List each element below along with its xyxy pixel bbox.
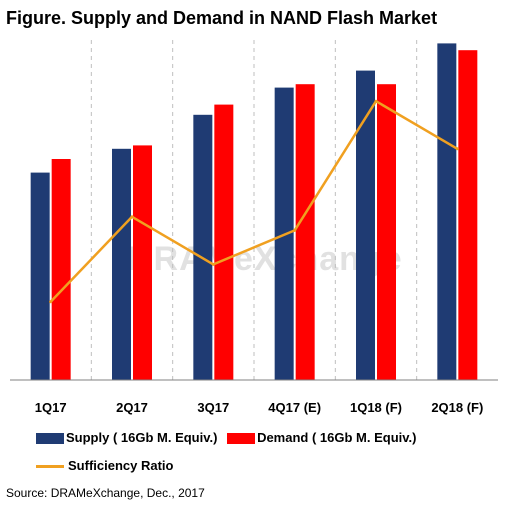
supply-bar-0 [30,172,50,380]
legend-demand: Demand ( 16Gb M. Equiv.) [227,430,416,445]
demand-bar-1 [133,145,152,380]
legend-ratio: Sufficiency Ratio [36,458,173,473]
supply-bar-5 [437,43,457,381]
tick-label-5: 2Q18 (F) [431,400,483,415]
legend-demand-label: Demand ( 16Gb M. Equiv.) [257,430,417,445]
legend-supply: Supply ( 16Gb M. Equiv.) [36,430,217,445]
demand-bar-0 [51,159,71,380]
source-note: Source: DRAMeXchange, Dec., 2017 [6,486,205,500]
tick-label-4: 1Q18 (F) [350,400,402,415]
sufficiency-ratio-point-0 [49,300,53,304]
demand-bar-3 [295,84,315,380]
legend-demand-swatch [227,433,256,445]
tick-label-1: 2Q17 [116,400,148,415]
sufficiency-ratio-point-4 [374,99,378,103]
tick-label-3: 4Q17 (E) [268,400,321,415]
demand-bar-5 [458,50,478,380]
demand-bar-4 [377,84,396,380]
sufficiency-ratio-point-5 [455,147,459,151]
sufficiency-ratio-point-1 [130,215,134,219]
legend-row-2: Sufficiency Ratio [36,458,179,473]
legend-supply-swatch [36,433,64,445]
tick-label-0: 1Q17 [35,400,67,415]
sufficiency-ratio-line [49,99,458,303]
legend-ratio-swatch [36,465,64,469]
demand-bar-2 [214,104,234,380]
chart-area: 1Q17 2Q17 3Q17 4Q17 (E) 1Q18 (F) 2Q18 (F) [10,40,498,415]
legend-ratio-label: Sufficiency Ratio [68,458,174,473]
supply-bar-1 [112,148,131,380]
legend-supply-label: Supply ( 16Gb M. Equiv.) [66,430,218,445]
supply-bar-2 [193,114,213,381]
sufficiency-ratio-point-2 [211,262,215,266]
legend-row-1: Supply ( 16Gb M. Equiv.) Demand ( 16Gb M… [36,430,422,445]
chart-title: Figure. Supply and Demand in NAND Flash … [6,8,438,28]
supply-bar-4 [356,70,375,380]
sufficiency-ratio-point-3 [293,228,297,232]
tick-label-2: 3Q17 [197,400,229,415]
